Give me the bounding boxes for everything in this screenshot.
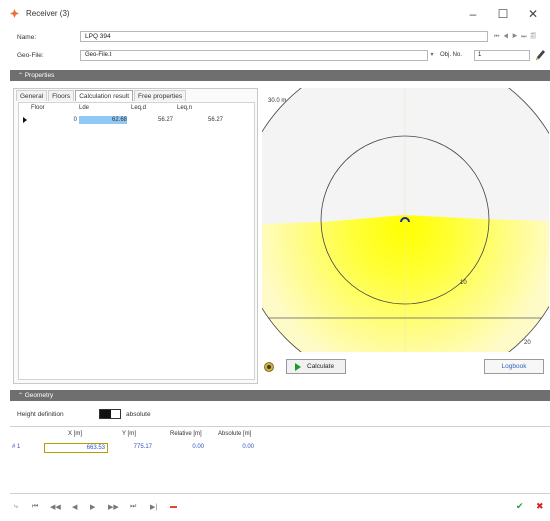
cell-leqn[interactable]: 56.27 (207, 117, 223, 123)
delete-record-button[interactable] (170, 506, 177, 508)
chevron-down-icon[interactable]: ▾ (430, 52, 434, 58)
prev-record-button[interactable]: ◀ (72, 504, 78, 511)
geo-file-label: Geo-File: (17, 52, 44, 59)
calculation-toolbar: Calculate Logbook (262, 355, 549, 379)
play-icon (295, 363, 301, 371)
collapse-icon: ⌃ (18, 393, 25, 399)
visualization-panel: 30.0 m 10 20 Calculate Logbook (262, 88, 549, 384)
cancel-icon[interactable]: ✖ (536, 501, 544, 511)
title-bar: Receiver (3) – ☐ ✕ (0, 0, 550, 28)
receiver-marker[interactable] (400, 217, 410, 223)
minimize-button[interactable]: – (469, 7, 477, 21)
obj-no-label: Obj. No. (440, 52, 463, 58)
properties-panel: General Floors Calculation result Free p… (13, 88, 258, 384)
properties-section-title: Properties (24, 72, 55, 79)
properties-section-header[interactable]: ⌃ Properties (10, 70, 550, 81)
coord-header-x[interactable]: X [m] (68, 431, 83, 437)
absolute-label: absolute (126, 411, 151, 418)
globe-icon[interactable] (264, 362, 274, 372)
toggle-knob (100, 410, 111, 418)
grid-header-lde[interactable]: Lde (79, 105, 90, 111)
calculate-label: Calculate (307, 363, 335, 370)
bottom-toolbar: ⤷ ⏮ ◀◀ ◀ ▶ ▶▶ ⏭ ▶| ✔ ✖ (10, 498, 550, 518)
ring-label-20: 20 (524, 340, 531, 346)
coord-header-relative[interactable]: Relative [m] (170, 431, 202, 437)
logbook-button[interactable]: Logbook (484, 359, 544, 374)
coord-row-label[interactable]: # 1 (12, 444, 21, 450)
coord-absolute-field[interactable]: 0.00 (242, 444, 254, 450)
receiver-app-icon (10, 9, 19, 18)
last-record-button[interactable]: ⏭ (130, 503, 137, 510)
geometry-section-header[interactable]: ⌃ Geometry (10, 390, 550, 401)
obj-no-field[interactable]: 1 (474, 50, 530, 61)
tab-calculation-result[interactable]: Calculation result (75, 90, 134, 101)
coord-y-field[interactable]: 775.17 (133, 444, 152, 450)
property-tabs: General Floors Calculation result Free p… (16, 90, 187, 101)
prev-page-button[interactable]: ◀◀ (50, 504, 61, 511)
cell-floor[interactable]: 0 (73, 117, 77, 123)
grid-header-leqd[interactable]: Leq,d (131, 105, 147, 111)
inner-ring (320, 135, 490, 305)
scale-label: 30.0 m (268, 98, 286, 104)
result-grid[interactable]: Floor Lde Leq,d Leq,n 0 62.68 56.27 56.2… (18, 102, 255, 380)
append-record-button[interactable]: ▶| (150, 504, 158, 511)
coord-header-y[interactable]: Y [m] (122, 431, 136, 437)
coord-x-field[interactable]: 663.53 (44, 443, 108, 453)
next-record-button[interactable]: ▶ (90, 504, 96, 511)
name-field[interactable]: LPQ 394 (80, 31, 488, 42)
calculate-button[interactable]: Calculate (286, 359, 346, 374)
tab-floors[interactable]: Floors (48, 90, 75, 101)
close-button[interactable]: ✕ (527, 7, 539, 21)
noise-map-view[interactable]: 30.0 m 10 20 (262, 88, 549, 352)
tab-free-properties[interactable]: Free properties (134, 90, 187, 101)
grid-header-leqn[interactable]: Leq,n (177, 105, 193, 111)
height-definition-toggle[interactable] (99, 409, 121, 419)
geo-file-select[interactable]: Geo-File.t (80, 50, 428, 61)
coord-relative-field[interactable]: 0.00 (192, 444, 204, 450)
grid-header-floor[interactable]: Floor (31, 105, 45, 111)
coord-header-absolute[interactable]: Absolute [m] (218, 431, 252, 437)
ring-label-10: 10 (460, 280, 467, 286)
tab-general[interactable]: General (16, 90, 48, 101)
row-pointer-icon (23, 117, 27, 123)
height-definition-label: Height definition (17, 411, 64, 418)
geometry-panel: Height definition absolute X [m] Y [m] R… (10, 402, 550, 521)
insert-point-button[interactable]: ⤷ (14, 503, 18, 510)
cell-leqd[interactable]: 56.27 (157, 117, 173, 123)
name-label: Name: (17, 34, 37, 41)
record-nav-icons[interactable]: ⏮ ◀ ▶ ⏭ 🗐 (494, 34, 538, 40)
collapse-icon: ⌃ (18, 73, 25, 79)
maximize-button[interactable]: ☐ (497, 7, 509, 21)
window-title: Receiver (3) (26, 9, 70, 18)
geometry-section-title: Geometry (24, 392, 54, 399)
coordinate-grid[interactable]: X [m] Y [m] Relative [m] Absolute [m] # … (10, 426, 550, 494)
first-record-button[interactable]: ⏮ (32, 503, 39, 510)
pencil-icon[interactable] (534, 48, 546, 62)
check-icon[interactable]: ✔ (516, 501, 524, 511)
cell-lde[interactable]: 62.68 (79, 116, 127, 124)
next-page-button[interactable]: ▶▶ (108, 504, 119, 511)
